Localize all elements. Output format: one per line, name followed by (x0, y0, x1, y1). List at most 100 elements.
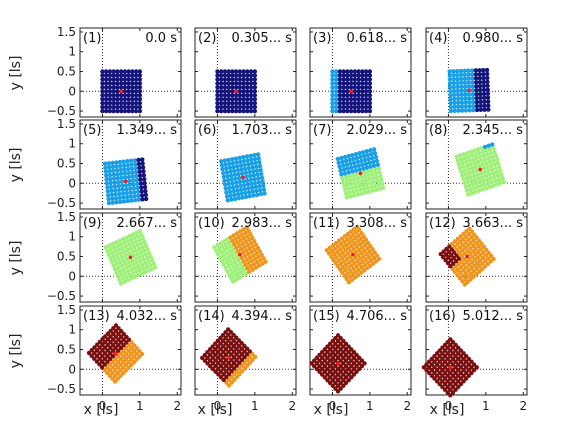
lattice-point (137, 89, 143, 94)
lattice-point (482, 99, 487, 105)
lattice-point (499, 172, 504, 177)
lattice-point (352, 69, 358, 74)
lattice-point (125, 159, 130, 164)
lattice-point (226, 89, 231, 94)
lattice-point (459, 104, 465, 109)
lattice-point (254, 188, 259, 194)
lattice-point (121, 359, 126, 365)
lattice-point (220, 166, 225, 172)
lattice-point (461, 267, 466, 273)
lattice-point (450, 345, 456, 350)
lattice-point (473, 189, 478, 195)
lattice-point (261, 256, 266, 261)
y-tick-label: −0.5 (47, 382, 76, 396)
lattice-point (232, 192, 237, 198)
panel-time-label: 0.980... s (462, 31, 523, 46)
lattice-point (363, 81, 369, 86)
lattice-point (355, 258, 360, 264)
lattice-point (482, 182, 488, 187)
lattice-point (134, 173, 139, 179)
lattice-point (111, 168, 116, 173)
lattice-point (342, 154, 348, 160)
lattice-point (461, 152, 466, 157)
lattice-point (244, 154, 250, 159)
lattice-point (453, 365, 458, 370)
lattice-point (130, 81, 135, 86)
lattice-point (102, 367, 107, 373)
lattice-point (113, 196, 119, 201)
lattice-point (241, 154, 246, 160)
lattice-point (212, 245, 217, 250)
lattice-point (107, 85, 113, 90)
y-tick-label: −0.5 (47, 196, 76, 210)
lattice-point (351, 193, 357, 198)
lattice-point (466, 367, 472, 373)
lattice-point (470, 72, 475, 77)
lattice-point (117, 191, 122, 197)
lattice-point (442, 359, 448, 364)
lattice-point (236, 175, 242, 181)
lattice-point (478, 103, 483, 109)
lattice-point (471, 243, 476, 249)
lattice-point (115, 69, 120, 74)
lattice-point (124, 274, 129, 279)
lattice-point (459, 80, 464, 86)
lattice-point (442, 365, 448, 370)
lattice-point (262, 191, 267, 196)
lattice-point (115, 77, 120, 82)
lattice-point (231, 360, 237, 366)
lattice-point (232, 172, 238, 178)
lattice-point (246, 190, 252, 195)
lattice-point (362, 248, 367, 253)
lattice-point (229, 369, 234, 374)
lattice-point (104, 181, 110, 186)
panel-time-label: 2.983... s (231, 216, 292, 231)
rotation-center-point (234, 89, 238, 94)
lattice-point (474, 241, 479, 246)
lattice-point (233, 108, 239, 114)
lattice-point (473, 246, 478, 252)
lattice-point (351, 232, 356, 237)
lattice-point (462, 168, 468, 173)
lattice-point (237, 371, 242, 377)
lattice-point (251, 253, 256, 258)
lattice-point (115, 89, 120, 94)
lattice-point (224, 251, 229, 256)
lattice-point (448, 263, 453, 269)
lattice-point (363, 108, 369, 114)
lattice-point (137, 104, 143, 110)
lattice-point (476, 244, 481, 249)
lattice-point (234, 254, 239, 259)
lattice-point (351, 173, 356, 178)
lattice-point (355, 175, 360, 181)
lattice-point (226, 108, 231, 114)
lattice-point (458, 153, 463, 158)
lattice-point (369, 168, 374, 173)
lattice-point (228, 169, 233, 174)
lattice-point (353, 152, 359, 157)
panel-5: −0.500.511.5 (5) 1.349... s (47, 117, 182, 210)
lattice-point (116, 342, 121, 348)
lattice-point (349, 369, 354, 374)
lattice-point (132, 274, 137, 280)
lattice-point (106, 196, 111, 202)
lattice-point (253, 160, 258, 166)
lattice-point (111, 100, 116, 106)
lattice-point (102, 362, 107, 367)
lattice-point (218, 358, 223, 363)
lattice-point (437, 365, 442, 370)
lattice-point (223, 186, 228, 191)
lattice-point (222, 182, 228, 187)
lattice-point (363, 237, 369, 242)
lattice-point (341, 73, 346, 78)
lattice-point (478, 99, 483, 105)
lattice-point (252, 89, 258, 94)
lattice-point (345, 85, 350, 90)
lattice-point (103, 97, 109, 102)
lattice-point (133, 248, 139, 253)
lattice-point (239, 340, 244, 346)
lattice-point (333, 73, 339, 78)
lattice-point (252, 97, 258, 102)
lattice-point (343, 375, 349, 380)
lattice-point (368, 243, 373, 249)
